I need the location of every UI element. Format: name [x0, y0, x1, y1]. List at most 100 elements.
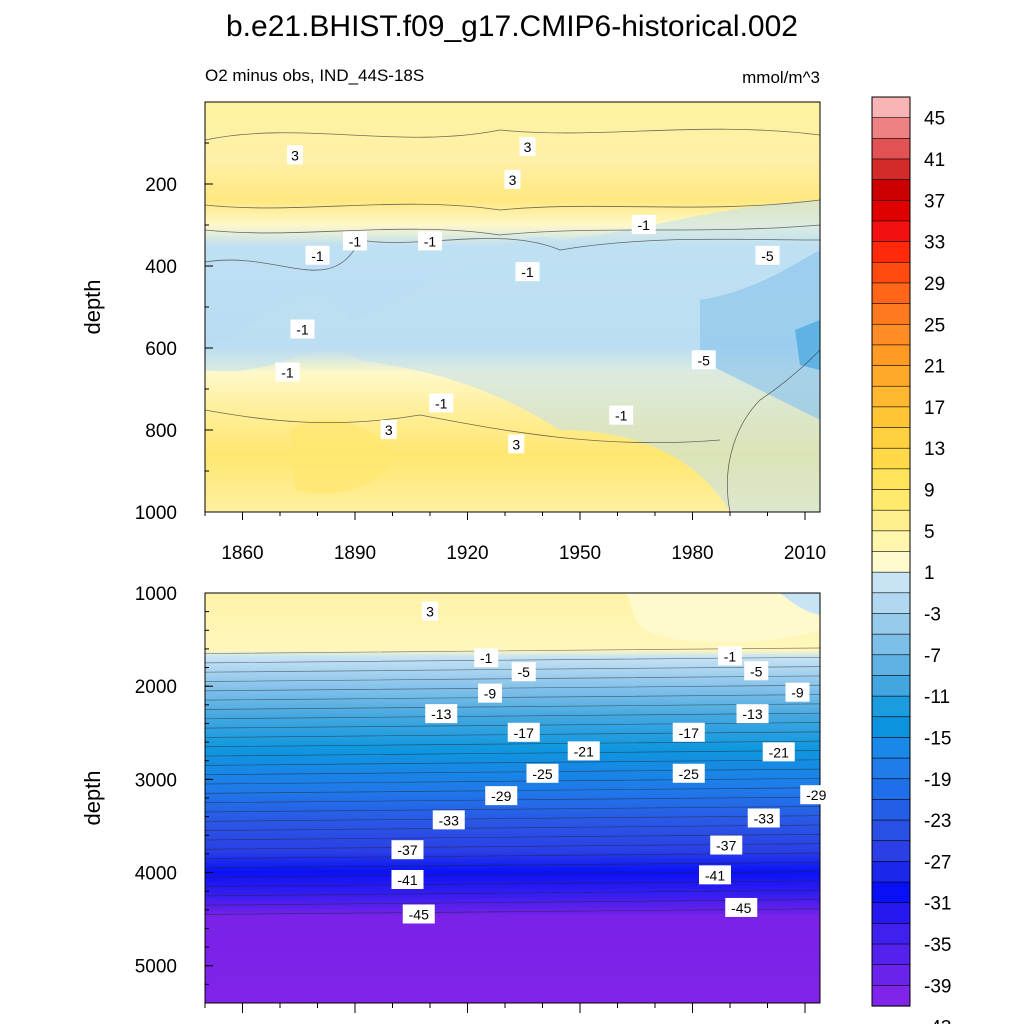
colorbar-swatch	[871, 571, 911, 594]
upper-contour-label: -1	[418, 231, 442, 251]
colorbar-swatch	[871, 96, 911, 119]
upper-contour-label-text: -1	[349, 233, 362, 249]
colorbar-tick-label: -43	[924, 1018, 951, 1024]
upper-x-tick-label: 1980	[671, 543, 713, 564]
lower-contour-label: -17	[672, 722, 705, 742]
lower-contour-label-box	[478, 683, 502, 703]
upper-y-tick-label: 1000	[135, 503, 177, 524]
lower-contour-label: -25	[526, 763, 559, 783]
lower-contour-label: -21	[567, 741, 600, 761]
lower-contour-lines	[204, 647, 821, 915]
lower-y-tick-label: 5000	[135, 957, 177, 978]
colorbar-swatch	[871, 675, 911, 697]
lower-contour-label-box	[526, 763, 559, 783]
colorbar-tick-label: 29	[924, 274, 945, 295]
lower-contour-label-text: 3	[426, 604, 434, 620]
lower-contour-label-text: -5	[750, 663, 763, 679]
lower-contour-label: -5	[744, 661, 769, 681]
colorbar-tick-label: -3	[924, 604, 941, 625]
lower-contour-label-box	[699, 865, 731, 885]
lower-contour-label: 3	[422, 601, 438, 621]
colorbar-tick-label: -11	[924, 687, 950, 708]
lower-contour-label: -17	[507, 722, 540, 742]
upper-contour-label-text: -1	[638, 217, 651, 233]
lower-contour-label-text: -41	[705, 867, 725, 883]
upper-contour-label: -5	[755, 245, 780, 265]
lower-contour-label-text: -9	[484, 686, 497, 702]
lower-contour-label: -29	[485, 786, 518, 806]
upper-contour-label-box	[290, 319, 315, 339]
colorbar-swatch	[871, 344, 911, 367]
colorbar-swatch	[871, 923, 911, 945]
colorbar-tick-label: -23	[924, 811, 951, 832]
lower-contour-label-box	[710, 835, 743, 855]
lower-contour-label-text: -45	[731, 900, 751, 916]
lower-contour-label-text: -37	[397, 842, 417, 858]
lower-contour-label: -33	[747, 808, 780, 828]
colorbar-swatch	[871, 282, 911, 305]
upper-contour-label-text: -1	[435, 395, 448, 411]
lower-contour-label-text: -33	[754, 811, 774, 827]
lower-contour-label: -21	[762, 742, 795, 762]
lower-contour-label-text: -17	[679, 725, 699, 741]
colorbar-tick-label: 1	[924, 563, 935, 584]
lower-contour-label-box	[567, 741, 600, 761]
lower-contour-label: -1	[718, 646, 742, 666]
lower-contour-label: -41	[391, 870, 424, 889]
upper-y-tick-label: 600	[145, 339, 177, 360]
colorbar-swatch	[871, 695, 911, 718]
lower-contour-label: -13	[425, 704, 458, 724]
upper-contour-label-text: -1	[615, 408, 628, 424]
upper-contour-label-box	[631, 215, 656, 234]
colorbar-swatch	[871, 220, 911, 243]
upper-contour-line	[726, 349, 821, 513]
lower-contour-label-text: -33	[439, 812, 459, 828]
lower-contour-label-text: -1	[480, 650, 493, 666]
upper-contour-label-text: 3	[509, 172, 517, 188]
colorbar-swatch	[871, 757, 911, 780]
lower-contour-label-text: -21	[769, 744, 789, 760]
colorbar-swatch	[871, 943, 911, 966]
lower-contour-label-box	[391, 870, 424, 889]
lower-contour-label-text: -37	[716, 838, 736, 854]
lower-y-tick-label: 4000	[135, 864, 177, 885]
upper-contour-label-box	[515, 262, 540, 282]
lower-contour-label-text: -1	[724, 648, 737, 664]
lower-contour-label-text: -13	[742, 706, 762, 722]
colorbar	[871, 96, 911, 1007]
lower-contour-line	[204, 759, 821, 766]
upper-contour-label: -1	[631, 215, 656, 234]
upper-contour-label: 3	[504, 169, 521, 189]
upper-x-tick-label: 2010	[784, 543, 826, 564]
upper-contour-label-text: 3	[512, 436, 520, 452]
lower-contour-label: -1	[474, 648, 499, 668]
colorbar-swatch	[871, 117, 911, 139]
upper-contour-label: 3	[287, 145, 303, 165]
colorbar-labels: 45 41 37 33 29 25 21 17 13 9 5 1 -3 -7 -11 -15 -19 -23 -27…	[924, 109, 951, 1024]
upper-contour-label-box	[691, 350, 716, 370]
colorbar-tick-label: 37	[924, 191, 945, 212]
lower-contour-label-box	[736, 704, 769, 724]
upper-x-tick-label: 1860	[221, 543, 263, 564]
lower-contour-line	[204, 806, 821, 813]
lower-contour-line	[204, 824, 821, 831]
upper-contour-label-text: -1	[311, 248, 324, 264]
lower-contour-label: -29	[800, 785, 833, 805]
colorbar-swatch	[871, 861, 911, 883]
colorbar-swatch	[871, 633, 911, 656]
lower-contour-label: -45	[402, 904, 435, 924]
lower-contour-label-box	[507, 722, 540, 742]
lower-y-axis-label: depth	[80, 770, 105, 825]
colorbar-tick-label: 13	[924, 439, 945, 460]
upper-contour-label-box	[609, 405, 634, 425]
upper-contour-label-text: -1	[521, 264, 534, 280]
colorbar-swatch	[871, 365, 911, 387]
upper-y-axis-label: depth	[80, 279, 105, 334]
colorbar-swatch	[871, 303, 911, 325]
upper-minimum-patch	[795, 320, 820, 370]
units-label: mmol/m^3	[742, 68, 820, 87]
lower-contour-label: -41	[699, 865, 731, 885]
lower-contour-line	[204, 694, 821, 701]
colorbar-swatch	[871, 819, 911, 842]
